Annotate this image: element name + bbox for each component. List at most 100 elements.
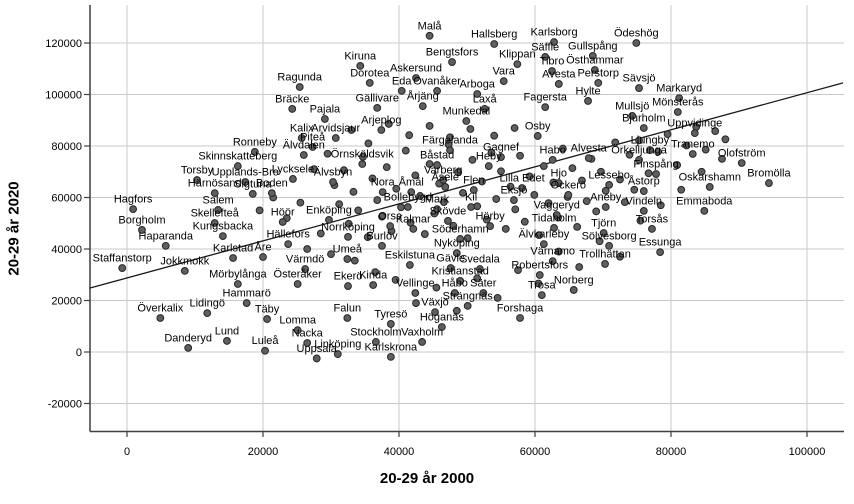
- data-point: [295, 83, 304, 91]
- point-label: Umeå: [333, 244, 363, 256]
- point-label: Flen: [463, 175, 484, 187]
- data-point: [444, 217, 452, 225]
- data-point: [344, 219, 353, 228]
- data-point: [439, 176, 448, 184]
- data-point: [242, 299, 251, 307]
- data-point: [412, 299, 420, 307]
- point-label: Eda: [392, 75, 412, 87]
- data-point: [533, 132, 542, 140]
- data-point: [584, 154, 593, 163]
- point-label: Mark: [425, 194, 450, 206]
- data-point: [466, 125, 475, 133]
- data-point: [462, 117, 471, 125]
- data-point: [636, 216, 645, 225]
- point-label: Borgholm: [118, 214, 165, 226]
- point-label: Härnösand: [188, 178, 242, 190]
- point-label: Osby: [525, 120, 551, 132]
- point-label: Åmål: [399, 176, 424, 189]
- point-label: Årjäng: [407, 90, 439, 103]
- data-point: [611, 138, 620, 147]
- point-label: Fagersta: [523, 92, 567, 104]
- data-point: [203, 309, 212, 318]
- data-point: [487, 148, 496, 157]
- data-point: [594, 79, 603, 87]
- point-label: Sävsjö: [623, 73, 656, 85]
- point-label: Luleå: [252, 335, 280, 347]
- point-label: Boden: [256, 178, 288, 190]
- data-point: [118, 264, 127, 272]
- data-point: [392, 184, 401, 193]
- point-label: Alvesta: [571, 143, 608, 155]
- data-point: [293, 280, 302, 288]
- point-label: Svedala: [460, 254, 501, 266]
- data-point: [263, 315, 271, 323]
- data-point: [541, 53, 550, 61]
- point-label: Oskarshamn: [679, 171, 741, 183]
- point-label: Söderhamn: [432, 223, 489, 235]
- point-label: Essunga: [639, 237, 683, 249]
- data-point: [467, 203, 475, 211]
- data-point: [663, 130, 672, 139]
- data-point: [635, 156, 643, 164]
- y-tick-label: 100000: [45, 90, 82, 102]
- point-label: Tyresö: [374, 308, 407, 320]
- data-point: [588, 51, 597, 60]
- data-point: [463, 234, 472, 243]
- data-point: [161, 242, 170, 250]
- point-label: Norrköping: [321, 221, 375, 233]
- point-label: Håbo: [442, 278, 468, 290]
- point-label: Habo: [540, 144, 566, 156]
- data-point: [578, 176, 586, 185]
- data-point: [449, 221, 458, 230]
- data-point: [358, 160, 367, 168]
- data-point: [431, 308, 439, 316]
- point-label: Gagnef: [483, 142, 520, 154]
- data-point: [514, 266, 522, 275]
- point-label: Tranemo: [671, 138, 715, 150]
- point-label: Haparanda: [139, 230, 194, 242]
- point-label: Ragunda: [277, 72, 323, 84]
- point-label: Värnamo: [530, 246, 575, 258]
- data-point: [646, 146, 654, 155]
- data-point: [452, 306, 461, 315]
- data-point: [156, 314, 165, 322]
- data-point: [320, 115, 329, 123]
- point-label: Piteå: [300, 132, 326, 144]
- data-point: [180, 266, 189, 275]
- data-point: [129, 205, 138, 213]
- point-label: Dorotea: [350, 67, 390, 79]
- point-label: Vaxholm: [401, 326, 443, 338]
- point-label: Linköping: [314, 339, 361, 351]
- data-point: [697, 167, 706, 176]
- point-label: Klippan: [499, 49, 536, 61]
- data-point: [718, 154, 726, 163]
- data-point: [548, 257, 557, 266]
- point-label: Staffanstorp: [93, 253, 152, 265]
- data-point: [632, 39, 641, 47]
- data-point: [301, 265, 310, 273]
- data-point: [480, 105, 489, 113]
- point-label: Kalmar: [396, 213, 431, 225]
- trend-line: [89, 82, 844, 289]
- point-label: Munkedal: [442, 106, 490, 118]
- point-label: Hagfors: [114, 194, 153, 206]
- data-point: [469, 186, 478, 194]
- data-point: [601, 203, 610, 211]
- data-point: [675, 94, 684, 103]
- data-point: [420, 230, 429, 238]
- data-point: [303, 339, 312, 347]
- data-point: [184, 343, 193, 352]
- data-point: [329, 178, 337, 186]
- data-point: [605, 180, 614, 189]
- data-point: [425, 31, 434, 40]
- data-point: [493, 294, 502, 302]
- point-label: Nacka: [292, 327, 324, 339]
- data-point: [284, 240, 293, 249]
- data-point: [401, 146, 410, 155]
- point-label: Strängnäs: [443, 290, 494, 302]
- data-point: [297, 134, 306, 142]
- x-tick-label: 40000: [384, 446, 415, 458]
- data-point: [377, 126, 386, 134]
